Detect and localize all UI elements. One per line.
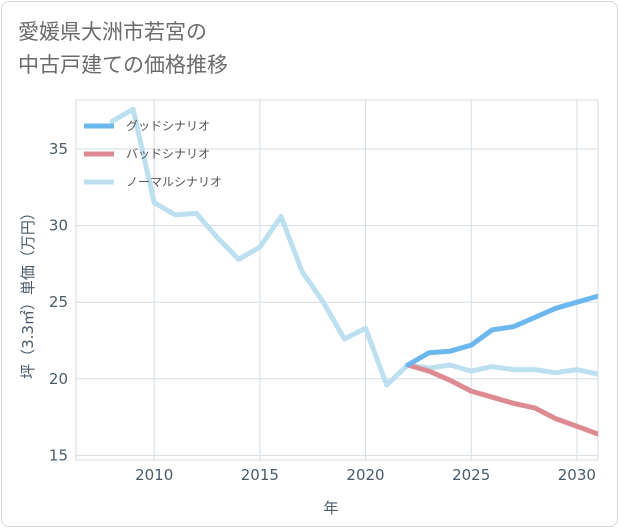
good-scenario-line bbox=[405, 293, 598, 368]
y-tick-labels: 15 20 25 30 35 bbox=[49, 140, 68, 464]
y-tick-label: 15 bbox=[49, 446, 68, 464]
x-gridlines bbox=[153, 100, 578, 460]
bad-scenario-label: バッドシナリオ bbox=[126, 147, 210, 161]
x-tick-label: 2025 bbox=[452, 466, 490, 484]
y-tick-label: 20 bbox=[49, 370, 68, 388]
chart-title-line-1: 愛媛県大洲市若宮の bbox=[18, 20, 207, 44]
x-tick-label: 2010 bbox=[135, 466, 173, 484]
normal-scenario-label: ノーマルシナリオ bbox=[126, 175, 222, 189]
x-tick-label: 2015 bbox=[241, 466, 279, 484]
y-gridlines bbox=[76, 148, 598, 456]
x-axis-title: 年 bbox=[323, 499, 338, 517]
good-scenario-label: グッドシナリオ bbox=[126, 119, 210, 133]
chart-title: 愛媛県大洲市若宮の 中古戸建ての価格推移 bbox=[18, 16, 438, 82]
x-tick-label: 2030 bbox=[558, 466, 596, 484]
x-tick-label: 2020 bbox=[346, 466, 384, 484]
normal-scenario-line bbox=[109, 106, 598, 388]
series-lines bbox=[109, 106, 598, 437]
chart-title-line-2: 中古戸建ての価格推移 bbox=[18, 53, 228, 77]
x-tick-labels: 2010 2015 2020 2025 2030 bbox=[135, 466, 596, 484]
y-axis-title: 坪（3.3㎡）単価（万円） bbox=[19, 205, 37, 379]
y-tick-label: 35 bbox=[49, 140, 68, 158]
y-tick-label: 30 bbox=[49, 217, 68, 235]
bad-scenario-line bbox=[405, 362, 598, 437]
y-tick-label: 25 bbox=[49, 293, 68, 311]
